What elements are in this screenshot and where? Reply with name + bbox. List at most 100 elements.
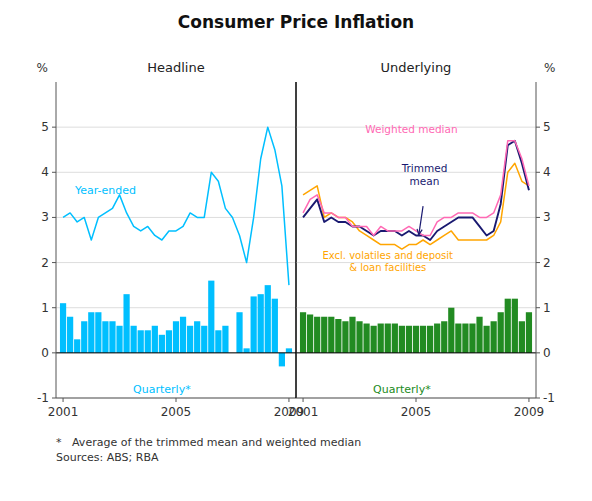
y-axis (56, 82, 57, 398)
chart-title: Consumer Price Inflation (178, 12, 414, 32)
bar (483, 326, 489, 353)
figure: Consumer Price Inflation-101234520012005… (0, 0, 592, 501)
y-axis (296, 82, 297, 398)
plot-area (296, 141, 536, 353)
bar (265, 285, 271, 353)
x-tick-label: 2009 (514, 405, 545, 419)
bar (286, 348, 292, 353)
x-tick-label: 2001 (48, 405, 79, 419)
y-tick-label: 4 (543, 165, 551, 179)
y-axis-label: % (544, 61, 555, 75)
y-tick (536, 217, 540, 218)
bar (434, 324, 440, 353)
bar (314, 317, 320, 353)
x-tick (416, 398, 417, 402)
bar (208, 281, 214, 353)
panel-title: Underlying (381, 60, 452, 75)
bar (159, 335, 165, 353)
bar (272, 299, 278, 353)
bar (258, 294, 264, 353)
bar (173, 321, 179, 353)
panel: -1012345200120052009Underlying%Quarterly… (288, 60, 556, 419)
bar (131, 326, 137, 353)
bar (81, 321, 87, 353)
bar (243, 348, 249, 353)
bar (448, 308, 454, 353)
bar (356, 321, 362, 353)
bar (67, 317, 73, 353)
x-axis (296, 398, 536, 399)
bar (116, 326, 122, 353)
bar (307, 314, 313, 352)
bar (349, 317, 355, 353)
bar (166, 330, 172, 353)
grid-line (56, 398, 296, 399)
bar (152, 326, 158, 353)
bar (236, 312, 242, 353)
bar (455, 324, 461, 353)
y-tick (52, 217, 56, 218)
bar (371, 326, 377, 353)
series-label: Trimmedmean (401, 162, 448, 187)
bar (498, 312, 504, 353)
bar (469, 324, 475, 353)
x-tick (528, 398, 529, 402)
series-label: Excl. volatiles and deposit& loan facili… (322, 250, 453, 273)
bar (194, 321, 200, 353)
y-tick-label: 4 (41, 165, 49, 179)
x-tick (288, 398, 289, 402)
y-tick-label: 3 (543, 210, 551, 224)
series-label: Quarterly* (133, 383, 191, 396)
y-tick-label: -1 (543, 391, 555, 405)
bar (427, 326, 433, 353)
bar (413, 326, 419, 353)
y-tick (52, 172, 56, 173)
x-tick-label: 2001 (288, 405, 319, 419)
y-tick-label: 0 (543, 346, 551, 360)
grid-line (56, 352, 296, 353)
y-tick (536, 307, 540, 308)
bar (526, 312, 532, 353)
grid-line (296, 307, 536, 308)
bar (406, 326, 412, 353)
footnote: * Average of the trimmed mean and weight… (56, 436, 361, 464)
series-label: Weighted median (365, 123, 457, 135)
bar (505, 299, 511, 353)
y-axis-label: % (37, 61, 48, 75)
bar (88, 312, 94, 353)
y-tick-label: 1 (543, 301, 551, 315)
series-label: Quarterly* (373, 383, 431, 396)
bar (95, 312, 101, 353)
bar (60, 303, 66, 353)
y-tick (52, 352, 56, 353)
bar (420, 326, 426, 353)
y-tick (536, 398, 540, 399)
y-tick-label: 3 (41, 210, 49, 224)
series-label: Year-ended (74, 184, 136, 197)
y-tick (52, 262, 56, 263)
grid-line (56, 127, 296, 128)
bar (222, 326, 228, 353)
line (303, 141, 529, 240)
y-axis (536, 82, 537, 398)
bar (378, 324, 384, 353)
bar (215, 330, 221, 353)
x-tick (63, 398, 64, 402)
bar (187, 326, 193, 353)
bar (491, 321, 497, 353)
y-tick (536, 262, 540, 263)
y-axis (296, 82, 297, 398)
grid-line (296, 352, 536, 353)
panel: -1012345200120052009Headline%Quarterly*Y… (37, 60, 305, 419)
bar (201, 326, 207, 353)
x-tick-label: 2005 (401, 405, 432, 419)
line (303, 141, 529, 236)
y-tick-label: 2 (543, 256, 551, 270)
bar (335, 319, 341, 353)
x-tick (176, 398, 177, 402)
bar (300, 312, 306, 353)
bar (399, 326, 405, 353)
bar (363, 324, 369, 353)
bar (109, 321, 115, 353)
y-tick-label: 2 (41, 256, 49, 270)
